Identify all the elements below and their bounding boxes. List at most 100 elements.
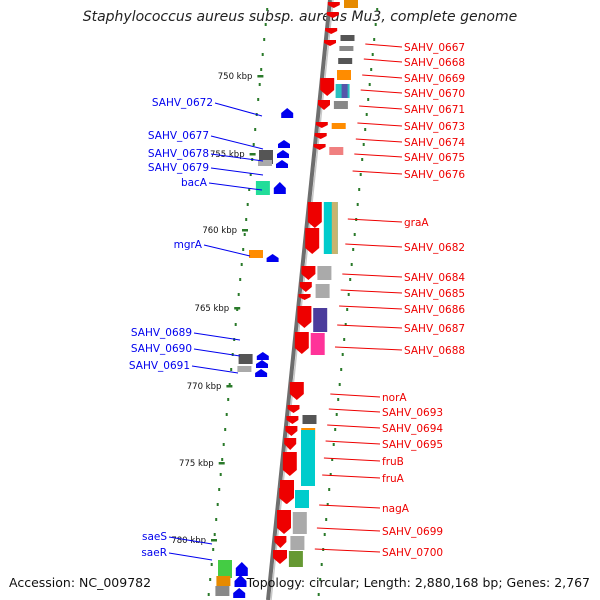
forward-gene-arrow — [278, 140, 290, 148]
leader-line — [191, 365, 239, 374]
reverse-gene-arrow — [324, 40, 336, 46]
gene-label-sahv_0667: SAHV_0667 — [404, 42, 465, 54]
outer-ring-dot — [347, 293, 350, 296]
scale-ring-dot — [249, 173, 252, 176]
gene-label-sahv_0684: SAHV_0684 — [404, 272, 465, 284]
leader-line — [334, 346, 403, 351]
gene-label-sahv_0685: SAHV_0685 — [404, 288, 465, 300]
reverse-gene-arrow — [273, 550, 287, 564]
outer-ring-dot — [350, 263, 353, 266]
cog-box — [258, 160, 272, 166]
reverse-gene-arrow — [289, 382, 304, 400]
cog-box — [290, 536, 305, 550]
outer-ring-dot — [317, 593, 320, 596]
outer-ring-dot — [368, 83, 371, 86]
scale-ring-dot — [248, 188, 251, 191]
leader-line — [214, 102, 263, 117]
gene-label-saer: saeR — [141, 547, 167, 559]
leader-line — [193, 332, 241, 341]
gene-label-saes: saeS — [142, 531, 167, 543]
scale-ring-dot — [263, 38, 266, 41]
gene-label-sahv_0694: SAHV_0694 — [382, 423, 443, 435]
leader-line — [210, 153, 264, 162]
topology-text: Topology: circular; Length: 2,880,168 bp… — [246, 575, 590, 590]
gene-label-sahv_0676: SAHV_0676 — [404, 169, 465, 181]
outer-ring-dot — [364, 128, 367, 131]
scale-ring-dot — [258, 83, 261, 86]
scale-ring-dot — [237, 293, 240, 296]
outer-ring-dot — [332, 443, 335, 446]
scale-label: 780 kbp — [171, 536, 206, 546]
reverse-gene-arrow — [286, 416, 299, 424]
cog-box — [216, 576, 231, 586]
scale-tick — [218, 462, 225, 465]
cog-box — [218, 560, 232, 578]
leader-line — [316, 527, 381, 532]
reverse-gene-arrow — [325, 28, 338, 34]
leader-line — [360, 89, 403, 94]
outer-ring-dot — [353, 233, 356, 236]
scale-ring-dot — [207, 593, 210, 596]
outer-ring-dot — [331, 458, 334, 461]
cog-box — [331, 123, 346, 129]
gene-label-sahv_0672: SAHV_0672 — [152, 97, 213, 109]
outer-ring-dot — [373, 38, 376, 41]
forward-gene-arrow — [234, 575, 247, 587]
leader-line — [355, 138, 403, 143]
leader-line — [314, 548, 381, 553]
reverse-gene-arrow — [277, 510, 291, 534]
outer-ring-dot — [319, 578, 322, 581]
leader-line — [340, 289, 403, 294]
reverse-gene-arrow — [313, 144, 326, 150]
cog-box — [302, 415, 317, 424]
reverse-gene-arrow — [282, 452, 297, 476]
outer-ring-dot — [328, 488, 331, 491]
cog-box — [288, 551, 303, 567]
scale-tick — [249, 153, 256, 156]
gene-label-sahv_0687: SAHV_0687 — [404, 323, 465, 335]
gene-label-frua: fruA — [382, 473, 405, 485]
forward-gene-arrow — [273, 182, 286, 194]
cog-box — [215, 586, 230, 596]
cog-box — [310, 333, 325, 355]
reverse-gene-arrow — [299, 282, 312, 292]
cog-box — [337, 70, 351, 80]
leader-line — [208, 182, 263, 191]
gene-label-sahv_0669: SAHV_0669 — [404, 73, 465, 85]
outer-ring-dot — [370, 68, 373, 71]
gene-label-sahv_0699: SAHV_0699 — [382, 526, 443, 538]
gene-label-sahv_0700: SAHV_0700 — [382, 547, 443, 559]
outer-ring-dot — [340, 368, 343, 371]
reverse-gene-arrow — [298, 294, 311, 300]
leader-line — [323, 457, 381, 462]
leader-line — [345, 243, 403, 248]
outer-ring-dot — [356, 203, 359, 206]
outer-ring-dot — [343, 338, 346, 341]
scale-tick — [242, 229, 248, 232]
outer-ring-dot — [325, 518, 328, 521]
cog-box — [340, 35, 355, 41]
leader-line — [352, 170, 403, 175]
reverse-gene-arrow — [307, 202, 322, 228]
leader-line — [319, 504, 381, 509]
gene-label-sahv_0678: SAHV_0678 — [148, 148, 209, 160]
scale-ring-dot — [209, 578, 212, 581]
scale-ring-dot — [261, 53, 264, 56]
outer-ring-dot — [323, 533, 326, 536]
map-title: Staphylococcus aureus subsp. aureus Mu3,… — [82, 9, 518, 25]
cog-box — [238, 354, 253, 364]
scale-ring-dot — [210, 563, 213, 566]
reverse-gene-arrow — [297, 306, 312, 328]
cog-box — [255, 181, 270, 195]
gene-label-sahv_0695: SAHV_0695 — [382, 439, 443, 451]
gene-label-graa: graA — [404, 217, 429, 229]
reverse-gene-arrow — [284, 438, 297, 450]
leader-line — [347, 218, 403, 223]
leader-line — [357, 122, 403, 127]
outer-ring-dot — [362, 143, 365, 146]
forward-gene-arrow — [235, 562, 248, 576]
scale-ring-dot — [260, 68, 263, 71]
gene-label-sahv_0679: SAHV_0679 — [148, 162, 209, 174]
outer-ring-dot — [371, 53, 374, 56]
